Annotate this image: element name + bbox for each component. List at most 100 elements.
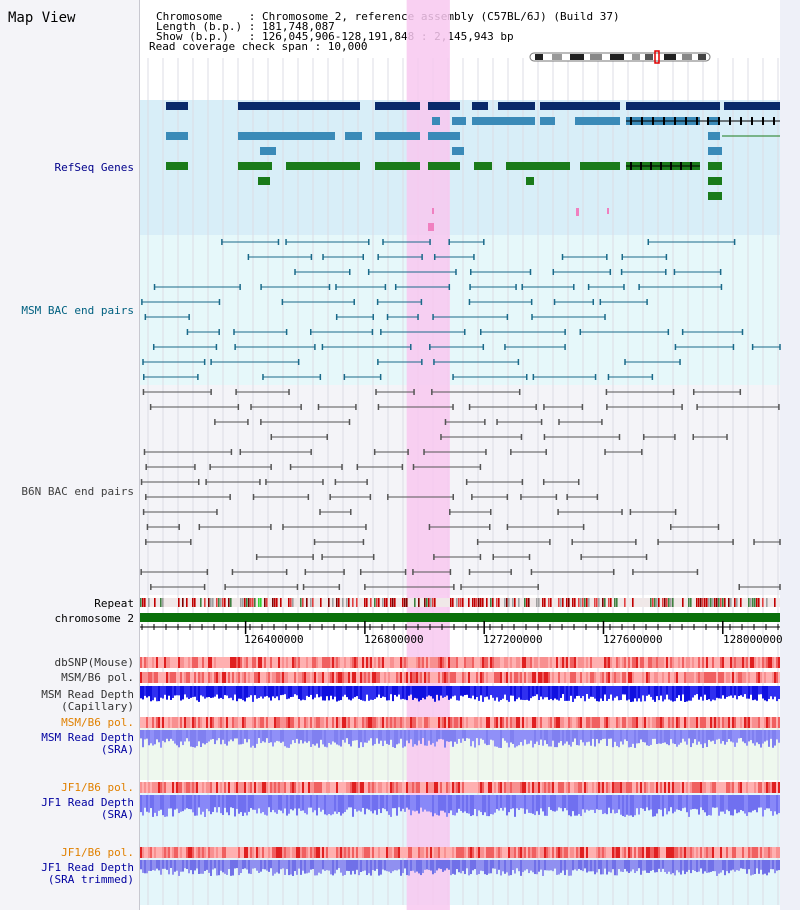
jf1-depth-trimmed-bar: [702, 860, 704, 874]
msm-depth-sra-bar: [698, 730, 700, 742]
msm-b6-pol-sra-heatmap-cell: [200, 717, 202, 728]
refseq-exon-tick: [663, 117, 665, 125]
jf1-depth-trimmed-bar: [244, 860, 246, 869]
jf1-depth-sra-bar: [574, 795, 576, 816]
jf1-b6-pol-trimmed-heatmap-cell: [372, 847, 374, 858]
msm-depth-capillary-bar: [688, 686, 690, 701]
jf1-depth-trimmed-bar: [406, 860, 408, 876]
dbsnp-heatmap-cell: [362, 657, 364, 668]
jf1-b6-pol-trimmed-heatmap-cell: [446, 847, 448, 858]
msm-b6-pol-heatmap-cell: [296, 672, 298, 683]
jf1-b6-pol-trimmed-heatmap-cell: [440, 847, 442, 858]
msm-depth-sra-bar: [264, 730, 266, 743]
msm-depth-sra-bar: [590, 730, 592, 746]
msm-b6-pol-sra-heatmap-cell: [512, 717, 514, 728]
msm-b6-pol-sra-heatmap-cell: [602, 717, 604, 728]
msm-depth-sra-bar: [160, 730, 162, 748]
jf1-b6-pol-heatmap-cell: [562, 782, 564, 793]
jf1-b6-pol-trimmed-heatmap-cell: [304, 847, 306, 858]
jf1-b6-pol-heatmap-cell: [460, 782, 462, 793]
jf1-depth-sra-bar: [266, 795, 268, 816]
jf1-depth-sra-bar: [140, 795, 142, 813]
msm-depth-capillary-bar: [542, 686, 544, 700]
jf1-b6-pol-heatmap-cell: [664, 782, 666, 793]
jf1-b6-pol-trimmed-heatmap-cell: [740, 847, 742, 858]
jf1-b6-pol-trimmed-heatmap-cell: [222, 847, 224, 858]
jf1-depth-trimmed-bar: [238, 860, 240, 876]
jf1-depth-sra-bar: [736, 795, 738, 814]
msm-b6-pol-sra-heatmap-cell: [382, 717, 384, 728]
dbsnp-heatmap-cell: [564, 657, 566, 668]
dbsnp-heatmap-cell: [504, 657, 506, 668]
msm-b6-pol-sra-heatmap-cell: [498, 717, 500, 728]
jf1-depth-sra-bar: [338, 795, 340, 813]
msm-depth-capillary-bar: [418, 686, 420, 702]
msm-b6-pol-heatmap-cell: [648, 672, 650, 683]
dbsnp-heatmap-cell: [208, 657, 210, 668]
msm-depth-sra-bar: [472, 730, 474, 742]
msm-depth-capillary-bar: [200, 686, 202, 696]
dbsnp-heatmap-cell: [190, 657, 192, 668]
jf1-b6-pol-heatmap-cell: [654, 782, 656, 793]
msm-b6-pol-heatmap-cell: [454, 672, 456, 683]
jf1-b6-pol-trimmed-heatmap-cell: [266, 847, 268, 858]
jf1-depth-sra-bar: [270, 795, 272, 813]
jf1-b6-pol-heatmap-cell: [680, 782, 682, 793]
jf1-b6-pol-heatmap-cell: [192, 782, 194, 793]
msm-b6-pol-heatmap-cell: [476, 672, 478, 683]
jf1-depth-trimmed-bar: [490, 860, 492, 874]
msm-depth-sra-bar: [702, 730, 704, 748]
dbsnp-heatmap-cell: [258, 657, 260, 668]
msm-depth-capillary-bar: [238, 686, 240, 699]
msm-b6-pol-sra-heatmap-cell: [534, 717, 536, 728]
jf1-b6-pol-heatmap-cell: [464, 782, 466, 793]
jf1-b6-pol-trimmed-heatmap-cell: [188, 847, 190, 858]
msm-b6-pol-heatmap-cell: [742, 672, 744, 683]
jf1-depth-trimmed-bar: [446, 860, 448, 869]
msm-b6-pol-heatmap-cell: [482, 672, 484, 683]
jf1-b6-pol-trimmed-heatmap-cell: [460, 847, 462, 858]
jf1-b6-pol-trimmed-heatmap-cell: [320, 847, 322, 858]
track-label-msm-bac[interactable]: MSM BAC end pairs: [21, 304, 134, 317]
msm-b6-pol-heatmap-cell: [492, 672, 494, 683]
msm-b6-pol-sra-heatmap-cell: [752, 717, 754, 728]
msm-b6-pol-sra-heatmap-cell: [506, 717, 508, 728]
jf1-b6-pol-trimmed-heatmap-cell: [412, 847, 414, 858]
msm-depth-sra-bar: [258, 730, 260, 739]
dbsnp-heatmap-cell: [262, 657, 264, 668]
msm-depth-capillary-bar: [460, 686, 462, 696]
jf1-b6-pol-trimmed-heatmap-cell: [330, 847, 332, 858]
track-label-refseq[interactable]: RefSeq Genes: [54, 161, 134, 174]
jf1-depth-sra-bar: [708, 795, 710, 816]
msm-depth-sra-bar: [410, 730, 412, 740]
msm-depth-capillary-bar: [226, 686, 228, 696]
jf1-b6-pol-trimmed-heatmap-cell: [566, 847, 568, 858]
repeat-element: [490, 598, 492, 607]
dbsnp-heatmap-cell: [726, 657, 728, 668]
repeat-element: [480, 598, 482, 607]
repeat-element: [260, 598, 262, 607]
track-label-b6n-bac[interactable]: B6N BAC end pairs: [21, 485, 134, 498]
dbsnp-heatmap-cell: [468, 657, 470, 668]
jf1-b6-pol-trimmed-heatmap-cell: [472, 847, 474, 858]
msm-b6-pol-sra-heatmap-cell: [280, 717, 282, 728]
jf1-b6-pol-heatmap-cell: [772, 782, 774, 793]
msm-depth-capillary-bar: [196, 686, 198, 701]
msm-depth-capillary-bar: [564, 686, 566, 701]
axis-tick-label: 127600000: [603, 633, 663, 646]
refseq-exon-tick: [729, 117, 731, 125]
jf1-depth-trimmed-bar: [740, 860, 742, 869]
repeat-element: [182, 598, 184, 607]
msm-b6-pol-heatmap-cell: [486, 672, 488, 683]
track-label-jf1-b6-pol-1: JF1/B6 pol.: [61, 781, 134, 794]
jf1-b6-pol-heatmap-cell: [554, 782, 556, 793]
jf1-b6-pol-heatmap-cell: [376, 782, 378, 793]
msm-depth-sra-bar: [282, 730, 284, 742]
msm-depth-sra-bar: [260, 730, 262, 744]
dbsnp-heatmap-cell: [616, 657, 618, 668]
msm-depth-sra-bar: [588, 730, 590, 742]
jf1-b6-pol-trimmed-heatmap-cell: [594, 847, 596, 858]
dbsnp-heatmap-cell: [330, 657, 332, 668]
msm-depth-capillary-bar: [742, 686, 744, 697]
